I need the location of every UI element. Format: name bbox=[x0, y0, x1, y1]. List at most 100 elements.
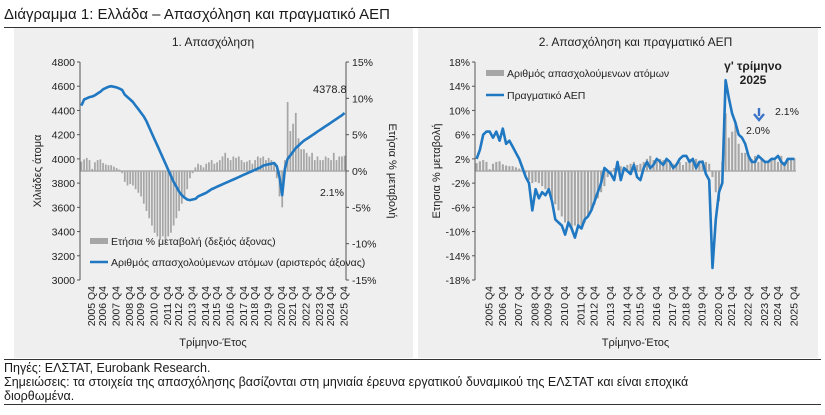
chart2-x-tick-label: 2024 Q4 bbox=[772, 286, 784, 326]
chart1-bar bbox=[308, 156, 311, 171]
chart1-bar bbox=[83, 159, 85, 171]
chart2-bar bbox=[527, 171, 531, 181]
chart1-x-tick-label: 2021 Q4 bbox=[287, 286, 299, 326]
chart1-bar bbox=[205, 163, 208, 171]
chart1-left-tick-label: 4000 bbox=[52, 154, 76, 166]
chart1-bar bbox=[107, 165, 110, 171]
chart2-bar bbox=[767, 161, 770, 171]
chart2-bar bbox=[636, 164, 639, 171]
chart1-right-axis-title: Ετήσια % μεταβολή bbox=[386, 124, 398, 219]
chart1-bar bbox=[134, 171, 137, 190]
chart1-bar bbox=[104, 164, 107, 171]
chart1-bar bbox=[113, 166, 115, 171]
chart1-bar bbox=[218, 160, 221, 171]
chart2-x-tick-label: 2021 Q4 bbox=[726, 286, 738, 326]
chart1-right-tick-label: 15% bbox=[352, 57, 373, 69]
chart2-bar bbox=[534, 171, 537, 182]
chart2-gdp-last-label: 2.0% bbox=[746, 125, 770, 137]
employment-chart: 1. Απασχόληση 3000 3200 3400 3600 3800 4000 420… bbox=[32, 35, 398, 349]
chart2-bar bbox=[793, 158, 796, 171]
chart2-x-tick-label: 2025 Q4 bbox=[788, 286, 800, 326]
chart1-left-axis-title: Χιλιάδες άτομα bbox=[32, 134, 44, 207]
chart1-bar bbox=[270, 160, 273, 171]
chart2-bar bbox=[603, 171, 606, 187]
chart1-x-tick-label: 2019 Q4 bbox=[263, 286, 275, 326]
chart1-bar bbox=[96, 160, 99, 171]
chart2-bar bbox=[704, 161, 707, 171]
chart1-bar bbox=[254, 160, 256, 171]
chart1-x-tick-label: 2014 Q4 bbox=[200, 286, 212, 326]
chart2-bar bbox=[531, 171, 534, 184]
chart2-bar bbox=[783, 161, 786, 171]
chart1-bar bbox=[137, 171, 140, 193]
chart1-left-tick-label: 3600 bbox=[52, 202, 76, 214]
chart2-bar bbox=[554, 171, 557, 205]
chart1-bar bbox=[115, 168, 118, 171]
chart2-bar bbox=[619, 166, 622, 171]
chart1-bar bbox=[156, 171, 159, 237]
chart2-bar bbox=[668, 161, 671, 171]
chart2-bar bbox=[645, 158, 649, 171]
chart2-bar bbox=[760, 158, 763, 171]
chart1-bar bbox=[153, 171, 156, 233]
chart2-gdp-line bbox=[475, 78, 795, 270]
chart1-bar bbox=[197, 163, 199, 171]
chart1-right-tick-label: 5% bbox=[352, 130, 367, 142]
chart2-bar bbox=[537, 171, 540, 184]
chart2-bar bbox=[681, 164, 685, 171]
chart2-tick-label: 10% bbox=[449, 105, 470, 117]
employment-gdp-chart: 2. Απασχόληση και πραγματικό ΑΕΠ -18% -14%… bbox=[431, 35, 800, 349]
chart1-bar bbox=[183, 171, 186, 197]
chart2-bar bbox=[649, 155, 652, 171]
chart1-left-tick-label: 4400 bbox=[52, 105, 76, 117]
chart1-x-tick-label: 2013 Q4 bbox=[187, 286, 199, 326]
bottom-rule bbox=[4, 359, 821, 360]
chart1-bar bbox=[303, 149, 305, 171]
chart2-bar bbox=[485, 161, 488, 171]
chart1-bar bbox=[132, 171, 134, 186]
footer-rule bbox=[4, 404, 821, 405]
chart1-bar bbox=[159, 171, 161, 241]
chart1-bar bbox=[327, 157, 330, 171]
chart2-arrow-icon bbox=[753, 108, 765, 122]
chart1-bar bbox=[189, 171, 191, 179]
chart2-bar bbox=[541, 171, 544, 187]
chart2-bar bbox=[724, 113, 727, 171]
chart1-x-tick-label: 2010 Q4 bbox=[149, 286, 161, 326]
chart2-bar bbox=[714, 171, 717, 193]
chart1-last-value-label: 4378.8 bbox=[313, 84, 347, 96]
chart2-legend-line-label: Πραγματικό ΑΕΠ bbox=[507, 90, 585, 102]
chart2-x-tick-label: 2014 Q4 bbox=[621, 286, 633, 326]
chart1-bar bbox=[140, 171, 142, 197]
chart1-bar bbox=[294, 112, 297, 171]
chart1-bar bbox=[262, 156, 265, 171]
chart1-bar bbox=[85, 157, 88, 171]
chart2-bar bbox=[488, 169, 491, 171]
chart1-bar bbox=[273, 162, 275, 171]
chart1-bar bbox=[221, 156, 224, 171]
chart2-bar bbox=[577, 171, 580, 229]
chart1-x-tick-label: 2011 Q4 bbox=[162, 286, 174, 326]
chart1-bar bbox=[319, 160, 322, 171]
chart2-bar bbox=[560, 171, 563, 217]
chart1-bar bbox=[240, 160, 243, 171]
chart1-bar bbox=[246, 161, 248, 171]
chart1-bar bbox=[248, 160, 251, 171]
chart2-x-tick-label: 2013 Q4 bbox=[605, 286, 617, 326]
chart2-tick-label: -2% bbox=[451, 178, 470, 190]
chart1-right-tick-label: 0% bbox=[352, 166, 367, 178]
chart2-bar bbox=[518, 168, 521, 171]
chart1-bar bbox=[335, 160, 338, 171]
remarks-note-cont: διορθωμένα. bbox=[4, 389, 75, 403]
chart1-bar bbox=[145, 171, 148, 211]
chart1-bar bbox=[235, 157, 237, 171]
chart1-x-tick-label: 2025 Q4 bbox=[339, 286, 351, 326]
chart2-bar bbox=[482, 160, 485, 171]
chart2-bar bbox=[609, 171, 612, 173]
chart2-x-tick-label: 2009 Q4 bbox=[543, 286, 555, 326]
chart2-bar bbox=[580, 171, 583, 226]
chart2-bar bbox=[698, 161, 701, 171]
chart2-bar bbox=[708, 163, 711, 171]
chart2-x-tick-label: 2018 Q4 bbox=[680, 286, 692, 326]
chart2-bar bbox=[495, 161, 498, 171]
